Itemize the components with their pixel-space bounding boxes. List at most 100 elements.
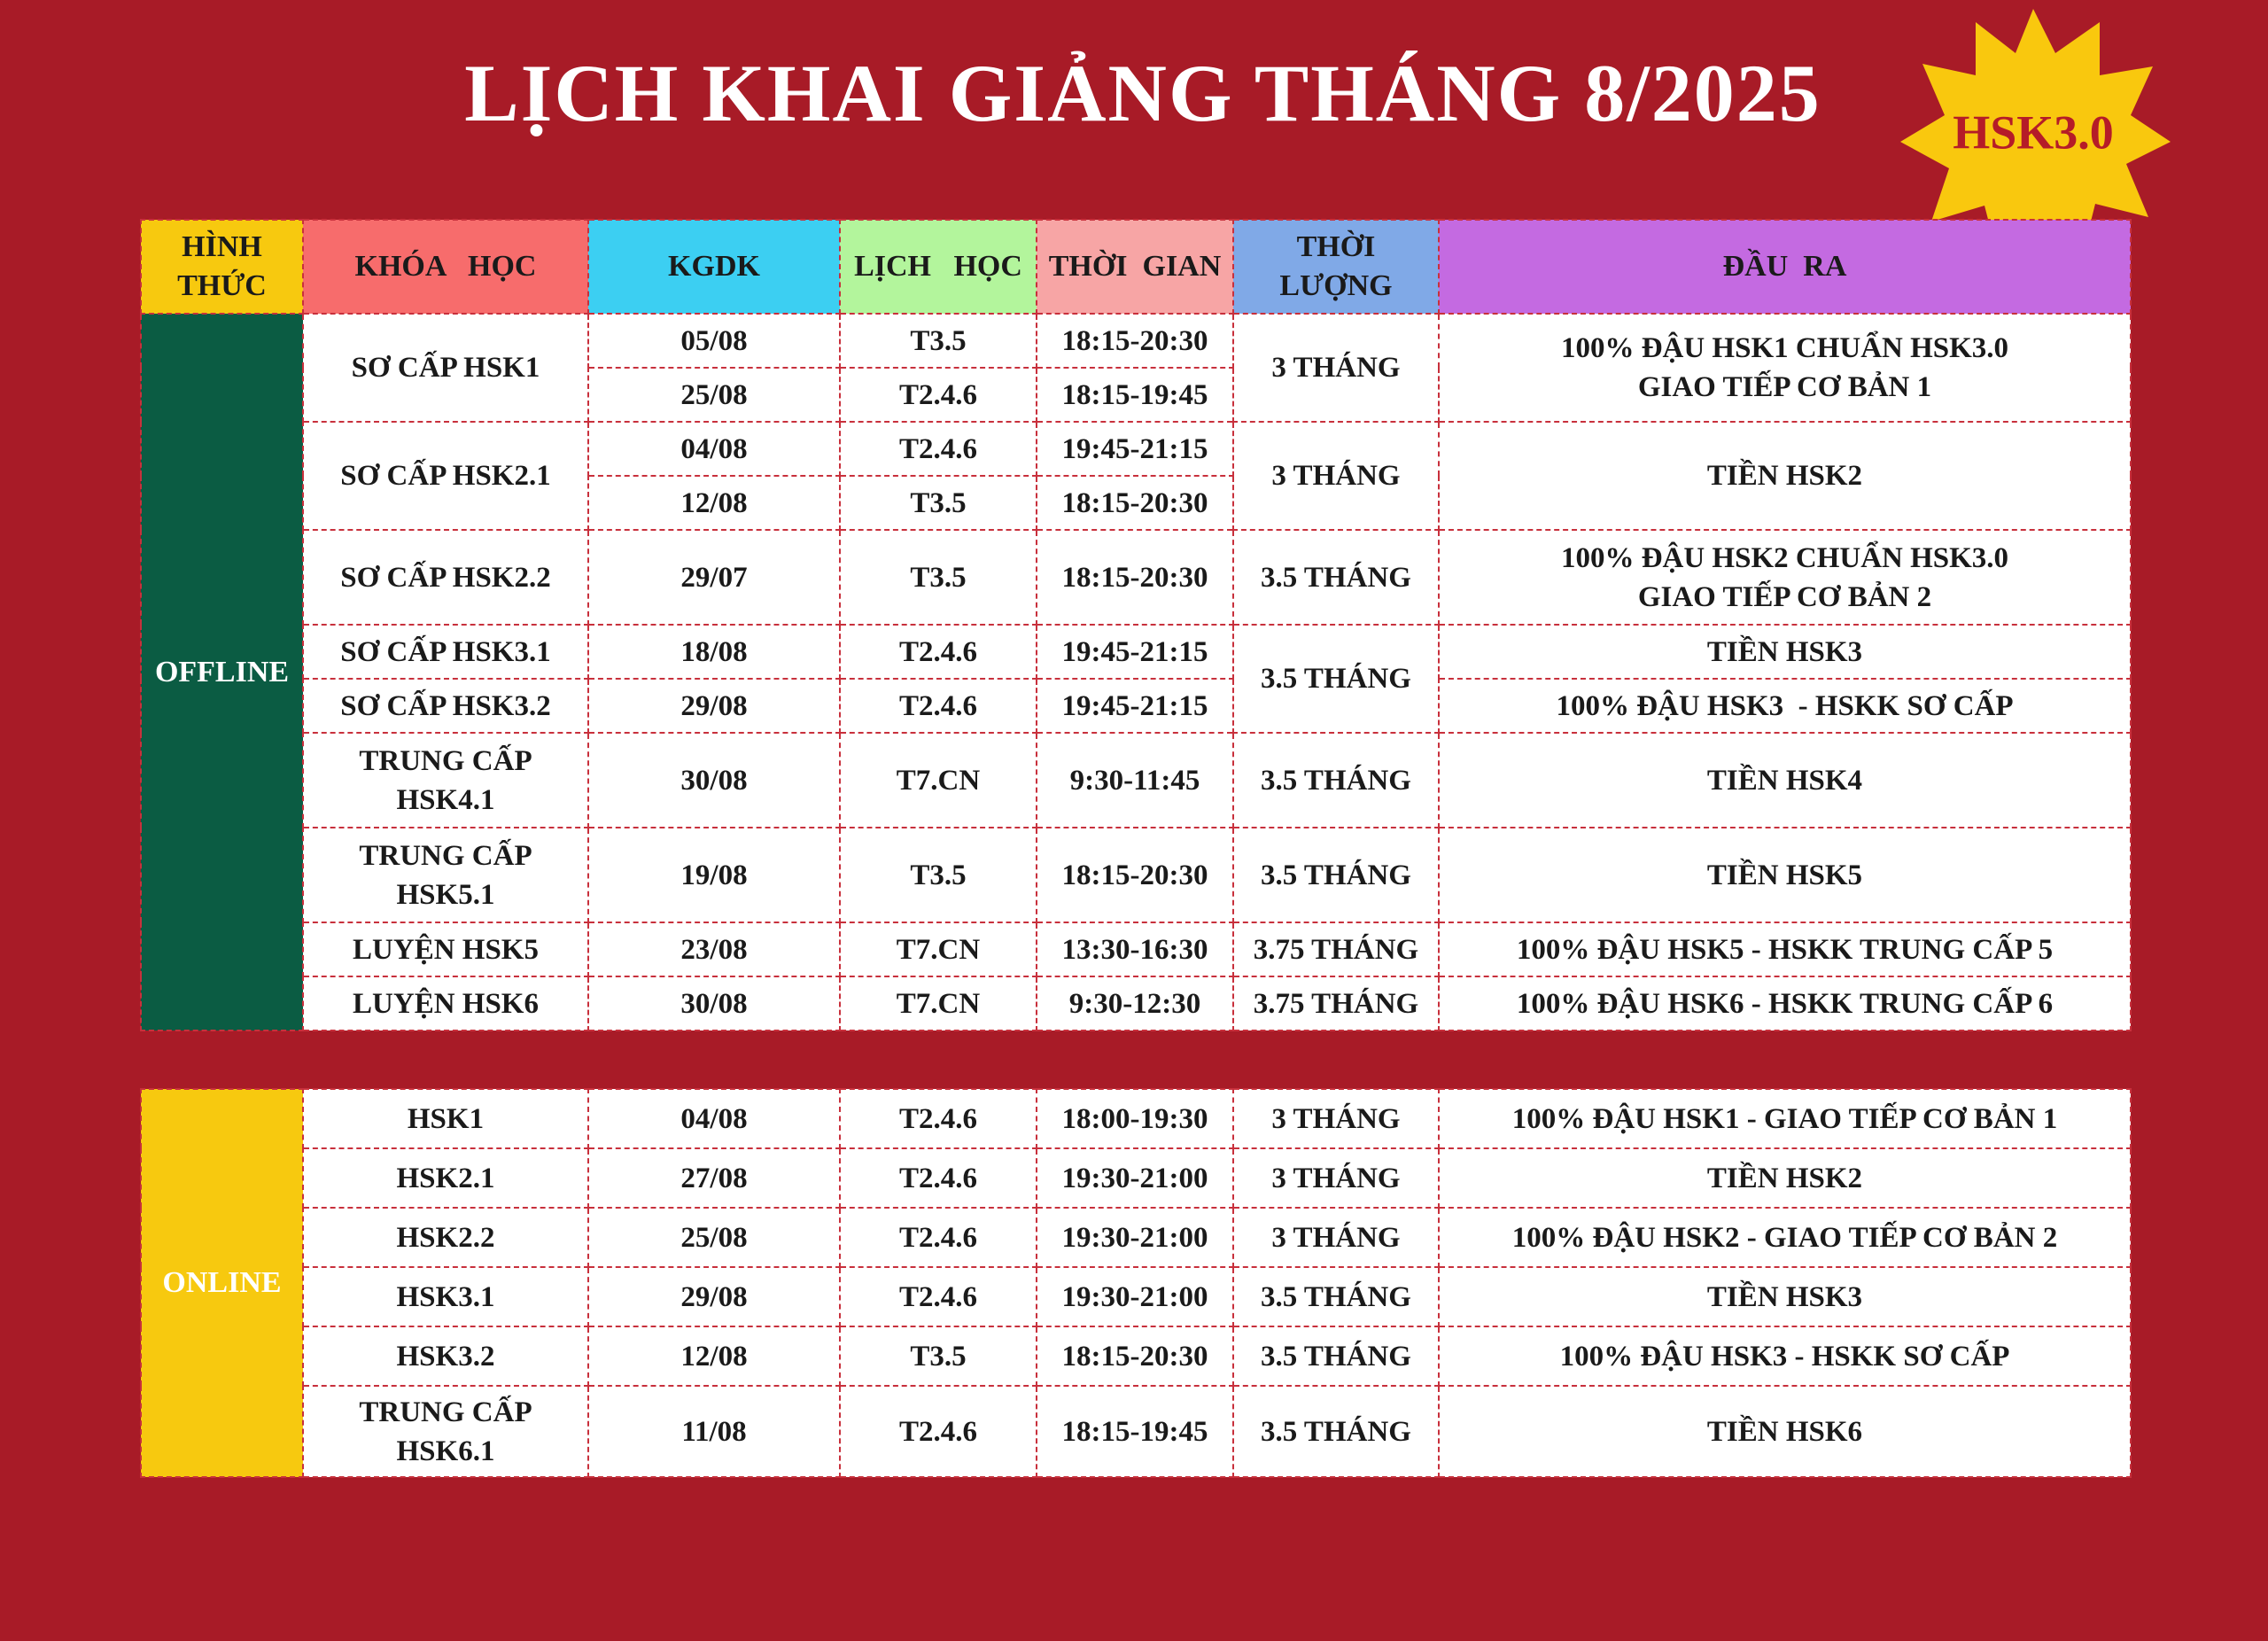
course-cell: HSK3.2: [302, 1326, 589, 1387]
days-cell: T2.4.6: [839, 1385, 1037, 1478]
table-row: HSK2.2 25/08 T2.4.6 19:30-21:00 3 THÁNG 100% …: [141, 1207, 2132, 1268]
cell-line: 100% ĐẬU HSK6 - HSKK TRUNG CẤP 6: [1516, 987, 2054, 1020]
cell-line: HSK5.1: [396, 878, 495, 911]
start-cell: 11/08: [587, 1385, 841, 1478]
cell-line: SƠ CẤP HSK1: [351, 352, 540, 384]
start-cell: 29/07: [587, 529, 841, 626]
time-cell: 19:30-21:00: [1036, 1266, 1234, 1327]
days-cell: T7.CN: [839, 976, 1037, 1031]
time-cell: 9:30-12:30: [1036, 976, 1234, 1031]
cell-line: KHÓA HỌC: [354, 250, 537, 283]
table-row: TRUNG CẤP HSK5.1 19/08 T3.5 18:15-20:30 3.5 T…: [141, 827, 2132, 923]
cell-line: TIỀN HSK3: [1706, 635, 1863, 668]
online-table: ONLINE HSK1 04/08 T2.4.6 18:00-19:30 3 THÁNG 1…: [140, 1088, 2132, 1478]
output-cell: TIỀN HSK3: [1438, 624, 2132, 680]
time-cell: 19:45-21:15: [1036, 421, 1234, 477]
output-cell: 100% ĐẬU HSK2 - GIAO TIẾP CƠ BẢN 2: [1438, 1207, 2132, 1268]
cell-line: LƯỢNG: [1279, 269, 1393, 302]
cell-line: HSK2.1: [396, 1162, 495, 1194]
duration-cell: 3.5 THÁNG: [1232, 1266, 1440, 1327]
start-cell: 12/08: [587, 475, 841, 531]
days-cell: T2.4.6: [839, 1088, 1037, 1149]
cell-line: THỜI: [1296, 230, 1376, 263]
duration-cell: 3 THÁNG: [1232, 313, 1440, 423]
days-cell: T2.4.6: [839, 421, 1037, 477]
time-cell: 18:15-20:30: [1036, 313, 1234, 369]
time-cell: 18:15-19:45: [1036, 1385, 1234, 1478]
start-cell: 04/08: [587, 1088, 841, 1149]
course-cell: HSK2.1: [302, 1147, 589, 1209]
cell-line: TIỀN HSK2: [1706, 460, 1863, 492]
start-cell: 18/08: [587, 624, 841, 680]
duration-cell: 3.5 THÁNG: [1232, 624, 1440, 734]
table-row: HSK3.2 12/08 T3.5 18:15-20:30 3.5 THÁNG 100% …: [141, 1326, 2132, 1387]
column-header: THỜI LƯỢNG: [1232, 219, 1440, 315]
course-cell: TRUNG CẤP HSK5.1: [302, 827, 589, 923]
cell-line: LỊCH HỌC: [854, 250, 1022, 283]
table-row: ONLINE HSK1 04/08 T2.4.6 18:00-19:30 3 THÁNG 1…: [140, 1088, 2132, 1478]
course-cell: SƠ CẤP HSK2.2: [302, 529, 589, 626]
cell-line: 100% ĐẬU HSK5 - HSKK TRUNG CẤP 5: [1516, 933, 2054, 966]
course-cell: LUYỆN HSK6: [302, 976, 589, 1031]
start-cell: 30/08: [587, 976, 841, 1031]
start-cell: 23/08: [587, 922, 841, 977]
time-cell: 13:30-16:30: [1036, 922, 1234, 977]
cell-line: GIAO TIẾP CƠ BẢN 1: [1637, 371, 1932, 403]
table-row: TRUNG CẤP HSK4.1 30/08 T7.CN 9:30-11:45 3.5 T…: [141, 732, 2132, 828]
start-cell: 25/08: [587, 367, 841, 423]
output-cell: TIỀN HSK5: [1438, 827, 2132, 923]
cell-line: HÌNH: [182, 230, 262, 263]
cell-line: HSK4.1: [396, 783, 495, 816]
time-cell: 18:15-20:30: [1036, 1326, 1234, 1387]
cell-line: THỜI GIAN: [1048, 250, 1222, 283]
course-cell: SƠ CẤP HSK3.1: [302, 624, 589, 680]
course-cell: SƠ CẤP HSK2.1: [302, 421, 589, 531]
duration-cell: 3.75 THÁNG: [1232, 922, 1440, 977]
offline-table: HÌNH THỨC KHÓA HỌC KGDK LỊCH HỌC THỜI GIAN THỜ…: [140, 219, 2132, 1031]
column-header: ĐẦU RA: [1438, 219, 2132, 315]
duration-cell: 3.5 THÁNG: [1232, 1326, 1440, 1387]
days-cell: T2.4.6: [839, 367, 1037, 423]
mode-label: ONLINE: [140, 1088, 304, 1478]
cell-line: HSK2.2: [396, 1221, 495, 1254]
days-cell: T2.4.6: [839, 624, 1037, 680]
column-header: LỊCH HỌC: [839, 219, 1037, 315]
cell-line: TIỀN HSK4: [1706, 764, 1863, 797]
output-cell: 100% ĐẬU HSK6 - HSKK TRUNG CẤP 6: [1438, 976, 2132, 1031]
days-cell: T2.4.6: [839, 1266, 1037, 1327]
cell-line: LUYỆN HSK6: [353, 987, 539, 1020]
output-cell: TIỀN HSK2: [1438, 421, 2132, 531]
days-cell: T2.4.6: [839, 1207, 1037, 1268]
start-cell: 05/08: [587, 313, 841, 369]
output-cell: 100% ĐẬU HSK1 - GIAO TIẾP CƠ BẢN 1: [1438, 1088, 2132, 1149]
cell-line: HSK1: [407, 1102, 485, 1135]
column-header: KHÓA HỌC: [302, 219, 589, 315]
cell-line: HSK3.2: [396, 1340, 495, 1373]
course-cell: HSK2.2: [302, 1207, 589, 1268]
start-cell: 27/08: [587, 1147, 841, 1209]
table-row: SƠ CẤP HSK2.2 29/07 T3.5 18:15-20:30 3.5 THÁ…: [141, 529, 2132, 626]
column-header: HÌNH THỨC: [140, 219, 304, 315]
column-header: THỜI GIAN: [1036, 219, 1234, 315]
table-row: SƠ CẤP HSK3.1 18/08 T2.4.6 19:45-21:15 3.5 T…: [141, 624, 2132, 734]
course-cell: LUYỆN HSK5: [302, 922, 589, 977]
start-cell: 12/08: [587, 1326, 841, 1387]
time-cell: 19:45-21:15: [1036, 678, 1234, 734]
cell-line: SƠ CẤP HSK3.2: [340, 689, 551, 722]
time-cell: 19:30-21:00: [1036, 1207, 1234, 1268]
duration-cell: 3.5 THÁNG: [1232, 827, 1440, 923]
days-cell: T7.CN: [839, 922, 1037, 977]
output-cell: TIỀN HSK2: [1438, 1147, 2132, 1209]
cell-line: SƠ CẤP HSK3.1: [340, 635, 551, 668]
output-cell: 100% ĐẬU HSK2 CHUẨN HSK3.0 GIAO TIẾP CƠ B…: [1438, 529, 2132, 626]
cell-line: SƠ CẤP HSK2.2: [340, 561, 551, 594]
output-cell: TIỀN HSK6: [1438, 1385, 2132, 1478]
duration-cell: 3.5 THÁNG: [1232, 1385, 1440, 1478]
duration-cell: 3.5 THÁNG: [1232, 529, 1440, 626]
days-cell: T2.4.6: [839, 678, 1037, 734]
duration-cell: 3.75 THÁNG: [1232, 976, 1440, 1031]
days-cell: T3.5: [839, 1326, 1037, 1387]
badge: HSK3.0: [1900, 9, 2171, 257]
time-cell: 9:30-11:45: [1036, 732, 1234, 828]
time-cell: 18:00-19:30: [1036, 1088, 1234, 1149]
